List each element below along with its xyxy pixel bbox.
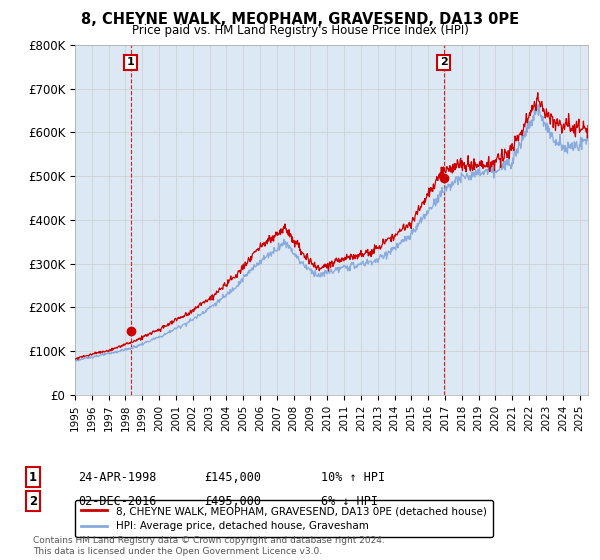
Text: Price paid vs. HM Land Registry's House Price Index (HPI): Price paid vs. HM Land Registry's House …	[131, 24, 469, 36]
Text: £145,000: £145,000	[204, 470, 261, 484]
Text: 02-DEC-2016: 02-DEC-2016	[78, 494, 157, 508]
Text: 1: 1	[29, 470, 37, 484]
Text: 24-APR-1998: 24-APR-1998	[78, 470, 157, 484]
Text: £495,000: £495,000	[204, 494, 261, 508]
Text: 10% ↑ HPI: 10% ↑ HPI	[321, 470, 385, 484]
Text: 8, CHEYNE WALK, MEOPHAM, GRAVESEND, DA13 0PE: 8, CHEYNE WALK, MEOPHAM, GRAVESEND, DA13…	[81, 12, 519, 27]
Text: 6% ↓ HPI: 6% ↓ HPI	[321, 494, 378, 508]
Text: 2: 2	[29, 494, 37, 508]
Text: 2: 2	[440, 57, 448, 67]
Text: 1: 1	[127, 57, 135, 67]
Legend: 8, CHEYNE WALK, MEOPHAM, GRAVESEND, DA13 0PE (detached house), HPI: Average pric: 8, CHEYNE WALK, MEOPHAM, GRAVESEND, DA13…	[75, 500, 493, 538]
Text: Contains HM Land Registry data © Crown copyright and database right 2024.
This d: Contains HM Land Registry data © Crown c…	[33, 536, 385, 556]
